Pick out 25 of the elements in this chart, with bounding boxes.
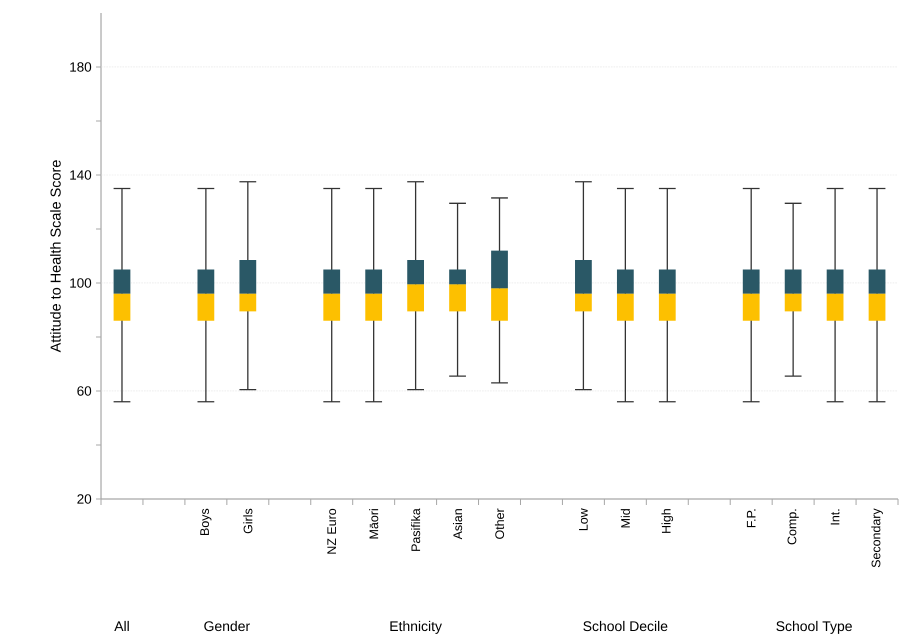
x-tick-label: Mid (620, 509, 630, 528)
x-tick-label: Asian (452, 509, 462, 540)
text: Ethnicity (390, 620, 442, 634)
y-axis-title: Attitude to Health Scale Score (50, 160, 61, 352)
text: All (114, 620, 129, 631)
x-tick-label: Boys (200, 508, 212, 535)
x-tick-label: Int. (830, 509, 840, 524)
y-tick-label: 180 (70, 62, 92, 72)
x-tick-label: Secondary (871, 508, 883, 568)
x-tick-label: Low (579, 508, 588, 530)
text: School Type (776, 620, 852, 634)
x-tick-label: Other (494, 508, 504, 539)
y-tick-label: 140 (70, 170, 92, 180)
x-tick-label: Māori (369, 509, 378, 538)
y-tick-label: 20 (77, 494, 92, 504)
y-tick-label: 60 (77, 386, 92, 396)
x-tick-label: NZ Euro (327, 508, 336, 554)
x-tick-label: High (661, 509, 674, 533)
y-tick-label: 100 (70, 278, 92, 288)
x-tick-label: Pasifika (411, 508, 420, 551)
text: Gender (204, 620, 250, 632)
text: School Decile (583, 620, 668, 632)
x-tick-label: F.P. (746, 509, 756, 528)
x-tick-label: Comp. (788, 509, 799, 544)
x-tick-label: Girls (243, 508, 252, 534)
